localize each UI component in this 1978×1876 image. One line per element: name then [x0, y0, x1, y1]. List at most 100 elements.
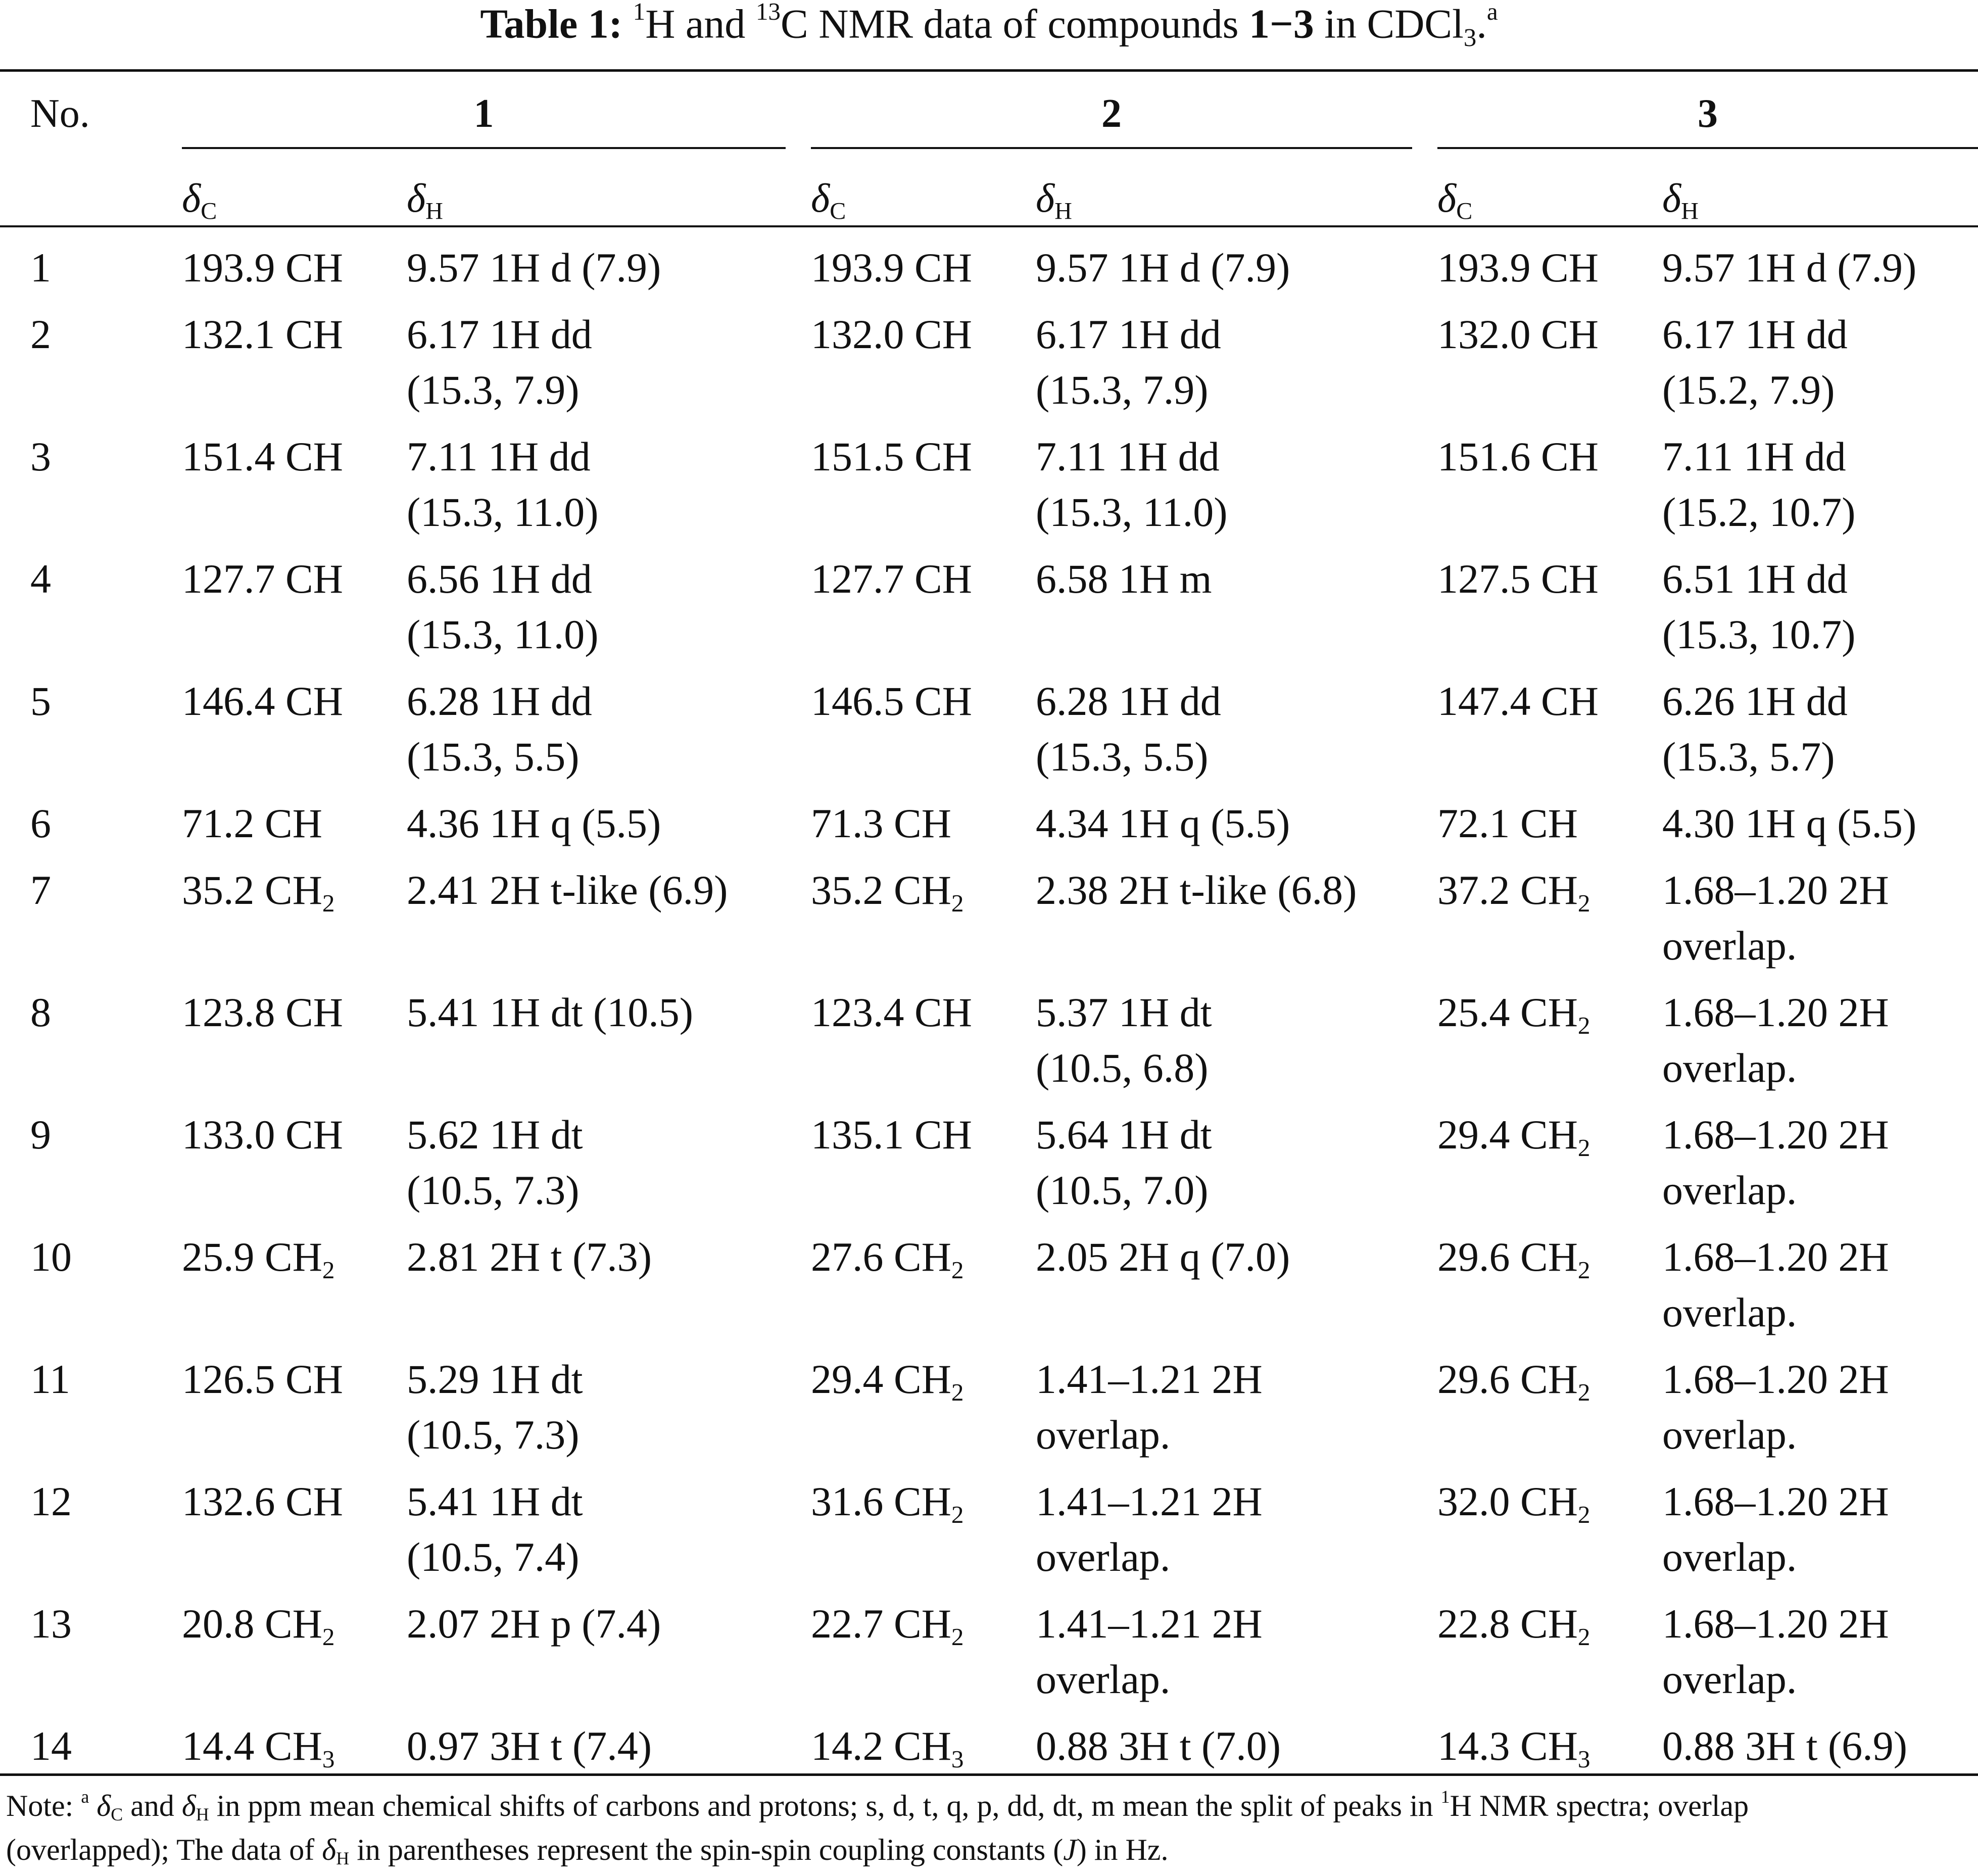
compound-2-delta-h: 1.41–1.21 2H overlap. [1036, 1478, 1263, 1580]
header-rule [0, 225, 1978, 227]
row-number: 1 [30, 245, 51, 291]
title-text-rest: C NMR data of compounds [781, 1, 1249, 47]
compound-3-delta-h: 6.26 1H dd (15.3, 5.7) [1662, 678, 1848, 780]
compound-3-delta-h: 4.30 1H q (5.5) [1662, 800, 1917, 846]
compound-1-delta-h: 5.29 1H dt (10.5, 7.3) [407, 1356, 583, 1458]
compound-3-delta-h: 1.68–1.20 2H overlap. [1662, 1601, 1889, 1702]
compound-2-delta-h: 9.57 1H d (7.9) [1036, 245, 1290, 291]
compound-1-delta-c: 71.2 CH [182, 800, 322, 846]
footnote-marker: a [1486, 0, 1498, 25]
compound-1-delta-c: 127.7 CH [182, 556, 343, 602]
note-line-1: Note: a δC and δH in ppm mean chemical s… [6, 1786, 1749, 1824]
row-number: 12 [30, 1478, 72, 1524]
group-rule-2 [811, 147, 1412, 149]
compound-3-delta-c: 151.6 CH [1437, 434, 1599, 479]
compound-3-delta-c: 127.5 CH [1437, 556, 1599, 602]
compound-2-delta-c: 151.5 CH [811, 434, 972, 479]
delta-h-1: δH [407, 176, 443, 225]
compound-1-delta-h: 4.36 1H q (5.5) [407, 800, 661, 846]
compound-1-delta-h: 2.81 2H t (7.3) [407, 1234, 652, 1280]
note-line-2: (overlapped); The data of δH in parenthe… [6, 1833, 1169, 1868]
compound-1-delta-h: 5.41 1H dt (10.5) [407, 989, 694, 1035]
compound-2-delta-c: 193.9 CH [811, 245, 972, 291]
row-number: 11 [30, 1356, 70, 1402]
row-number: 3 [30, 434, 51, 479]
title-compounds: 1−3 [1248, 1, 1314, 47]
row-number: 10 [30, 1234, 72, 1280]
compound-2-delta-h: 7.11 1H dd (15.3, 11.0) [1036, 434, 1228, 535]
compound-3-delta-h: 1.68–1.20 2H overlap. [1662, 1356, 1889, 1458]
header-no: No. [30, 91, 90, 136]
compound-2-delta-h: 4.34 1H q (5.5) [1036, 800, 1290, 846]
compound-2-delta-h: 6.17 1H dd (15.3, 7.9) [1036, 311, 1221, 413]
row-number: 5 [30, 678, 51, 724]
header-compound-1: 1 [473, 91, 494, 136]
compound-1-delta-h: 5.62 1H dt (10.5, 7.3) [407, 1112, 583, 1213]
compound-3-delta-c: 29.6 CH2 [1437, 1356, 1590, 1406]
row-number: 7 [30, 867, 51, 913]
compound-1-delta-c: 133.0 CH [182, 1112, 343, 1158]
compound-3-delta-c: 147.4 CH [1437, 678, 1599, 724]
compound-1-delta-h: 2.07 2H p (7.4) [407, 1601, 661, 1647]
compound-3-delta-h: 6.17 1H dd (15.2, 7.9) [1662, 311, 1848, 413]
bottom-rule [0, 1773, 1978, 1776]
compound-1-delta-h: 7.11 1H dd (15.3, 11.0) [407, 434, 599, 535]
delta-h-2: δH [1036, 176, 1072, 225]
compound-3-delta-c: 32.0 CH2 [1437, 1478, 1590, 1528]
compound-1-delta-c: 35.2 CH2 [182, 867, 335, 917]
compound-1-delta-h: 2.41 2H t-like (6.9) [407, 867, 728, 913]
compound-1-delta-c: 132.6 CH [182, 1478, 343, 1524]
compound-2-delta-h: 1.41–1.21 2H overlap. [1036, 1356, 1263, 1458]
group-rule-1 [182, 147, 786, 149]
compound-1-delta-c: 14.4 CH3 [182, 1723, 335, 1773]
table-note: Note: a δC and δH in ppm mean chemical s… [6, 1782, 1976, 1876]
title-text-h: H and [645, 1, 756, 47]
compound-3-delta-c: 29.4 CH2 [1437, 1112, 1590, 1162]
delta-c-3: δC [1437, 176, 1473, 225]
compound-1-delta-h: 6.28 1H dd (15.3, 5.5) [407, 678, 592, 780]
compound-2-delta-h: 2.05 2H q (7.0) [1036, 1234, 1290, 1280]
compound-2-delta-c: 135.1 CH [811, 1112, 972, 1158]
compound-1-delta-h: 6.17 1H dd (15.3, 7.9) [407, 311, 592, 413]
compound-3-delta-c: 37.2 CH2 [1437, 867, 1590, 917]
compound-2-delta-h: 1.41–1.21 2H overlap. [1036, 1601, 1263, 1702]
compound-3-delta-c: 72.1 CH [1437, 800, 1578, 846]
compound-3-delta-h: 7.11 1H dd (15.2, 10.7) [1662, 434, 1856, 535]
compound-2-delta-c: 14.2 CH3 [811, 1723, 964, 1773]
compound-2-delta-h: 6.58 1H m [1036, 556, 1212, 602]
compound-2-delta-h: 2.38 2H t-like (6.8) [1036, 867, 1357, 913]
compound-3-delta-h: 6.51 1H dd (15.3, 10.7) [1662, 556, 1856, 657]
row-number: 14 [30, 1723, 72, 1769]
compound-2-delta-c: 27.6 CH2 [811, 1234, 964, 1284]
compound-1-delta-h: 9.57 1H d (7.9) [407, 245, 661, 291]
compound-3-delta-c: 29.6 CH2 [1437, 1234, 1590, 1284]
group-rule-3 [1437, 147, 1978, 149]
compound-2-delta-c: 132.0 CH [811, 311, 972, 357]
compound-3-delta-h: 1.68–1.20 2H overlap. [1662, 1234, 1889, 1335]
header-compound-3: 3 [1698, 91, 1718, 136]
compound-1-delta-h: 0.97 3H t (7.4) [407, 1723, 652, 1769]
delta-h-3: δH [1662, 176, 1699, 225]
compound-1-delta-c: 123.8 CH [182, 989, 343, 1035]
compound-1-delta-c: 193.9 CH [182, 245, 343, 291]
delta-c-1: δC [182, 176, 217, 225]
compound-3-delta-c: 22.8 CH2 [1437, 1601, 1590, 1651]
compound-3-delta-h: 9.57 1H d (7.9) [1662, 245, 1917, 291]
compound-2-delta-c: 29.4 CH2 [811, 1356, 964, 1406]
top-rule [0, 69, 1978, 72]
compound-3-delta-h: 0.88 3H t (6.9) [1662, 1723, 1908, 1769]
table-title: Table 1: 1H and 13C NMR data of compound… [0, 0, 1978, 51]
compound-2-delta-c: 31.6 CH2 [811, 1478, 964, 1528]
delta-c-2: δC [811, 176, 846, 225]
superscript-1: 1 [633, 0, 646, 25]
compound-3-delta-h: 1.68–1.20 2H overlap. [1662, 1112, 1889, 1213]
row-number: 8 [30, 989, 51, 1035]
compound-3-delta-h: 1.68–1.20 2H overlap. [1662, 1478, 1889, 1580]
compound-1-delta-c: 20.8 CH2 [182, 1601, 335, 1651]
title-text-in: in CDCl [1314, 1, 1464, 47]
compound-3-delta-c: 25.4 CH2 [1437, 989, 1590, 1039]
row-number: 2 [30, 311, 51, 357]
compound-1-delta-c: 132.1 CH [182, 311, 343, 357]
subscript-3: 3 [1463, 23, 1477, 52]
row-number: 4 [30, 556, 51, 602]
